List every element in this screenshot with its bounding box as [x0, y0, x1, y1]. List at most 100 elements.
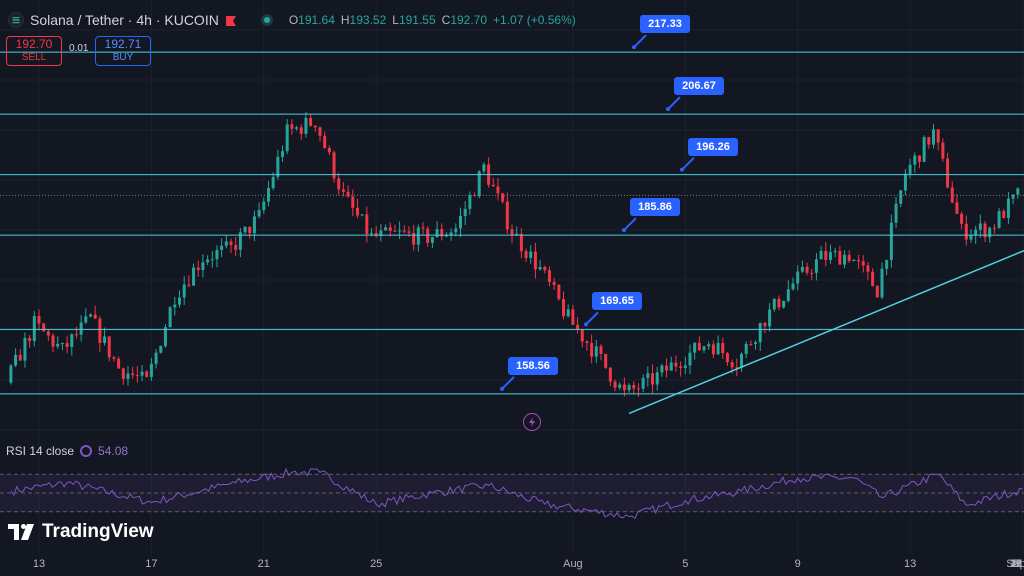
candle-43 [210, 259, 214, 261]
candle-130 [618, 384, 622, 388]
candle-145 [688, 352, 692, 366]
candle-20 [103, 336, 107, 343]
candle-22 [112, 357, 116, 359]
candle-26 [131, 373, 135, 376]
candle-107 [510, 229, 514, 236]
candle-179 [847, 254, 851, 262]
candle-156 [740, 353, 743, 369]
candle-109 [519, 233, 523, 252]
candle-175 [828, 252, 832, 260]
candle-113 [538, 266, 542, 270]
candle-111 [529, 251, 533, 258]
candle-80 [384, 227, 388, 231]
tradingview-logo-icon [8, 524, 34, 540]
candle-152 [721, 343, 725, 354]
label-pointer-5 [501, 376, 515, 390]
candle-13 [70, 334, 74, 348]
candle-69 [332, 152, 336, 179]
candle-49 [238, 232, 242, 250]
flag-icon[interactable] [225, 14, 237, 26]
candle-1 [14, 354, 18, 366]
candle-114 [543, 266, 547, 271]
candle-125 [594, 346, 598, 357]
label-pointer-3 [623, 217, 637, 231]
level-label-2[interactable]: 196.26 [688, 137, 738, 156]
candle-211 [997, 211, 1001, 228]
label-anchor-4 [584, 322, 588, 327]
level-label-5[interactable]: 158.56 [508, 356, 558, 375]
sell-button[interactable]: 192.70 SELL [6, 36, 62, 66]
tradingview-logo[interactable]: TradingView [8, 521, 154, 543]
candle-77 [370, 233, 373, 235]
candle-46 [224, 241, 228, 246]
candle-135 [641, 377, 645, 389]
candle-188 [889, 222, 893, 260]
candle-84 [402, 230, 406, 232]
candle-61 [295, 127, 299, 129]
candle-163 [772, 298, 776, 310]
level-label-4[interactable]: 169.65 [592, 292, 642, 311]
label-anchor-5 [500, 386, 504, 391]
x-tick-1: 17 [145, 558, 158, 570]
symbol-title[interactable]: Solana / Tether · 4h · KUCOIN [30, 12, 219, 28]
candle-17 [89, 314, 92, 317]
candle-28 [140, 371, 144, 376]
candle-48 [234, 244, 238, 250]
candle-154 [730, 362, 734, 368]
candle-207 [978, 223, 982, 230]
candle-57 [276, 156, 280, 177]
x-tick-5: 5 [682, 558, 689, 570]
buy-button[interactable]: 192.71 BUY [95, 36, 151, 66]
level-label-1[interactable]: 206.67 [674, 77, 724, 96]
level-label-3[interactable]: 185.86 [630, 198, 680, 217]
sell-price: 192.70 [15, 37, 53, 51]
candle-142 [674, 362, 678, 367]
candle-38 [187, 284, 191, 286]
candle-189 [894, 203, 898, 223]
candle-127 [604, 353, 608, 368]
candle-55 [266, 188, 270, 202]
lightning-icon[interactable] [523, 413, 541, 431]
candle-193 [913, 155, 917, 165]
candle-74 [355, 207, 359, 216]
candle-6 [37, 315, 41, 324]
candle-27 [135, 375, 139, 377]
candle-106 [505, 201, 509, 230]
sell-label: SELL [21, 52, 47, 63]
candle-215 [1016, 188, 1020, 195]
candle-151 [716, 343, 720, 355]
rsi-legend[interactable]: RSI 14 close 54.08 [6, 444, 128, 458]
candle-212 [1002, 211, 1006, 219]
candle-29 [145, 371, 149, 377]
candle-37 [182, 284, 186, 298]
solana-logo-icon [8, 12, 24, 28]
market-status-icon [260, 14, 273, 26]
x-tick-14: 13 [1009, 558, 1023, 570]
candle-168 [796, 271, 800, 284]
candle-8 [46, 331, 50, 336]
candle-178 [843, 254, 847, 265]
candle-56 [271, 176, 275, 189]
time-axis[interactable]: 13 17 21 25 Aug 5 9 13 17 21 25 Sep 5 9 13 17 2 [0, 555, 1024, 576]
level-label-0[interactable]: 217.33 [640, 15, 690, 34]
candle-121 [576, 324, 580, 330]
x-tick-3: 25 [370, 558, 383, 570]
trendline [628, 249, 1024, 415]
candle-205 [969, 234, 973, 240]
candle-174 [824, 251, 828, 260]
candle-101 [482, 164, 486, 172]
x-tick-15: 17 [1009, 558, 1023, 570]
candle-25 [126, 373, 130, 379]
candle-185 [875, 286, 879, 298]
candle-81 [388, 227, 392, 231]
spread-value: 0.01 [69, 43, 89, 54]
candle-143 [679, 366, 683, 368]
label-pointer-1 [667, 96, 681, 110]
candle-139 [660, 365, 664, 373]
candle-94 [449, 232, 453, 235]
high-value: 193.52 [349, 13, 387, 27]
candle-141 [669, 362, 673, 371]
candle-88 [421, 227, 425, 229]
candle-63 [304, 117, 308, 134]
